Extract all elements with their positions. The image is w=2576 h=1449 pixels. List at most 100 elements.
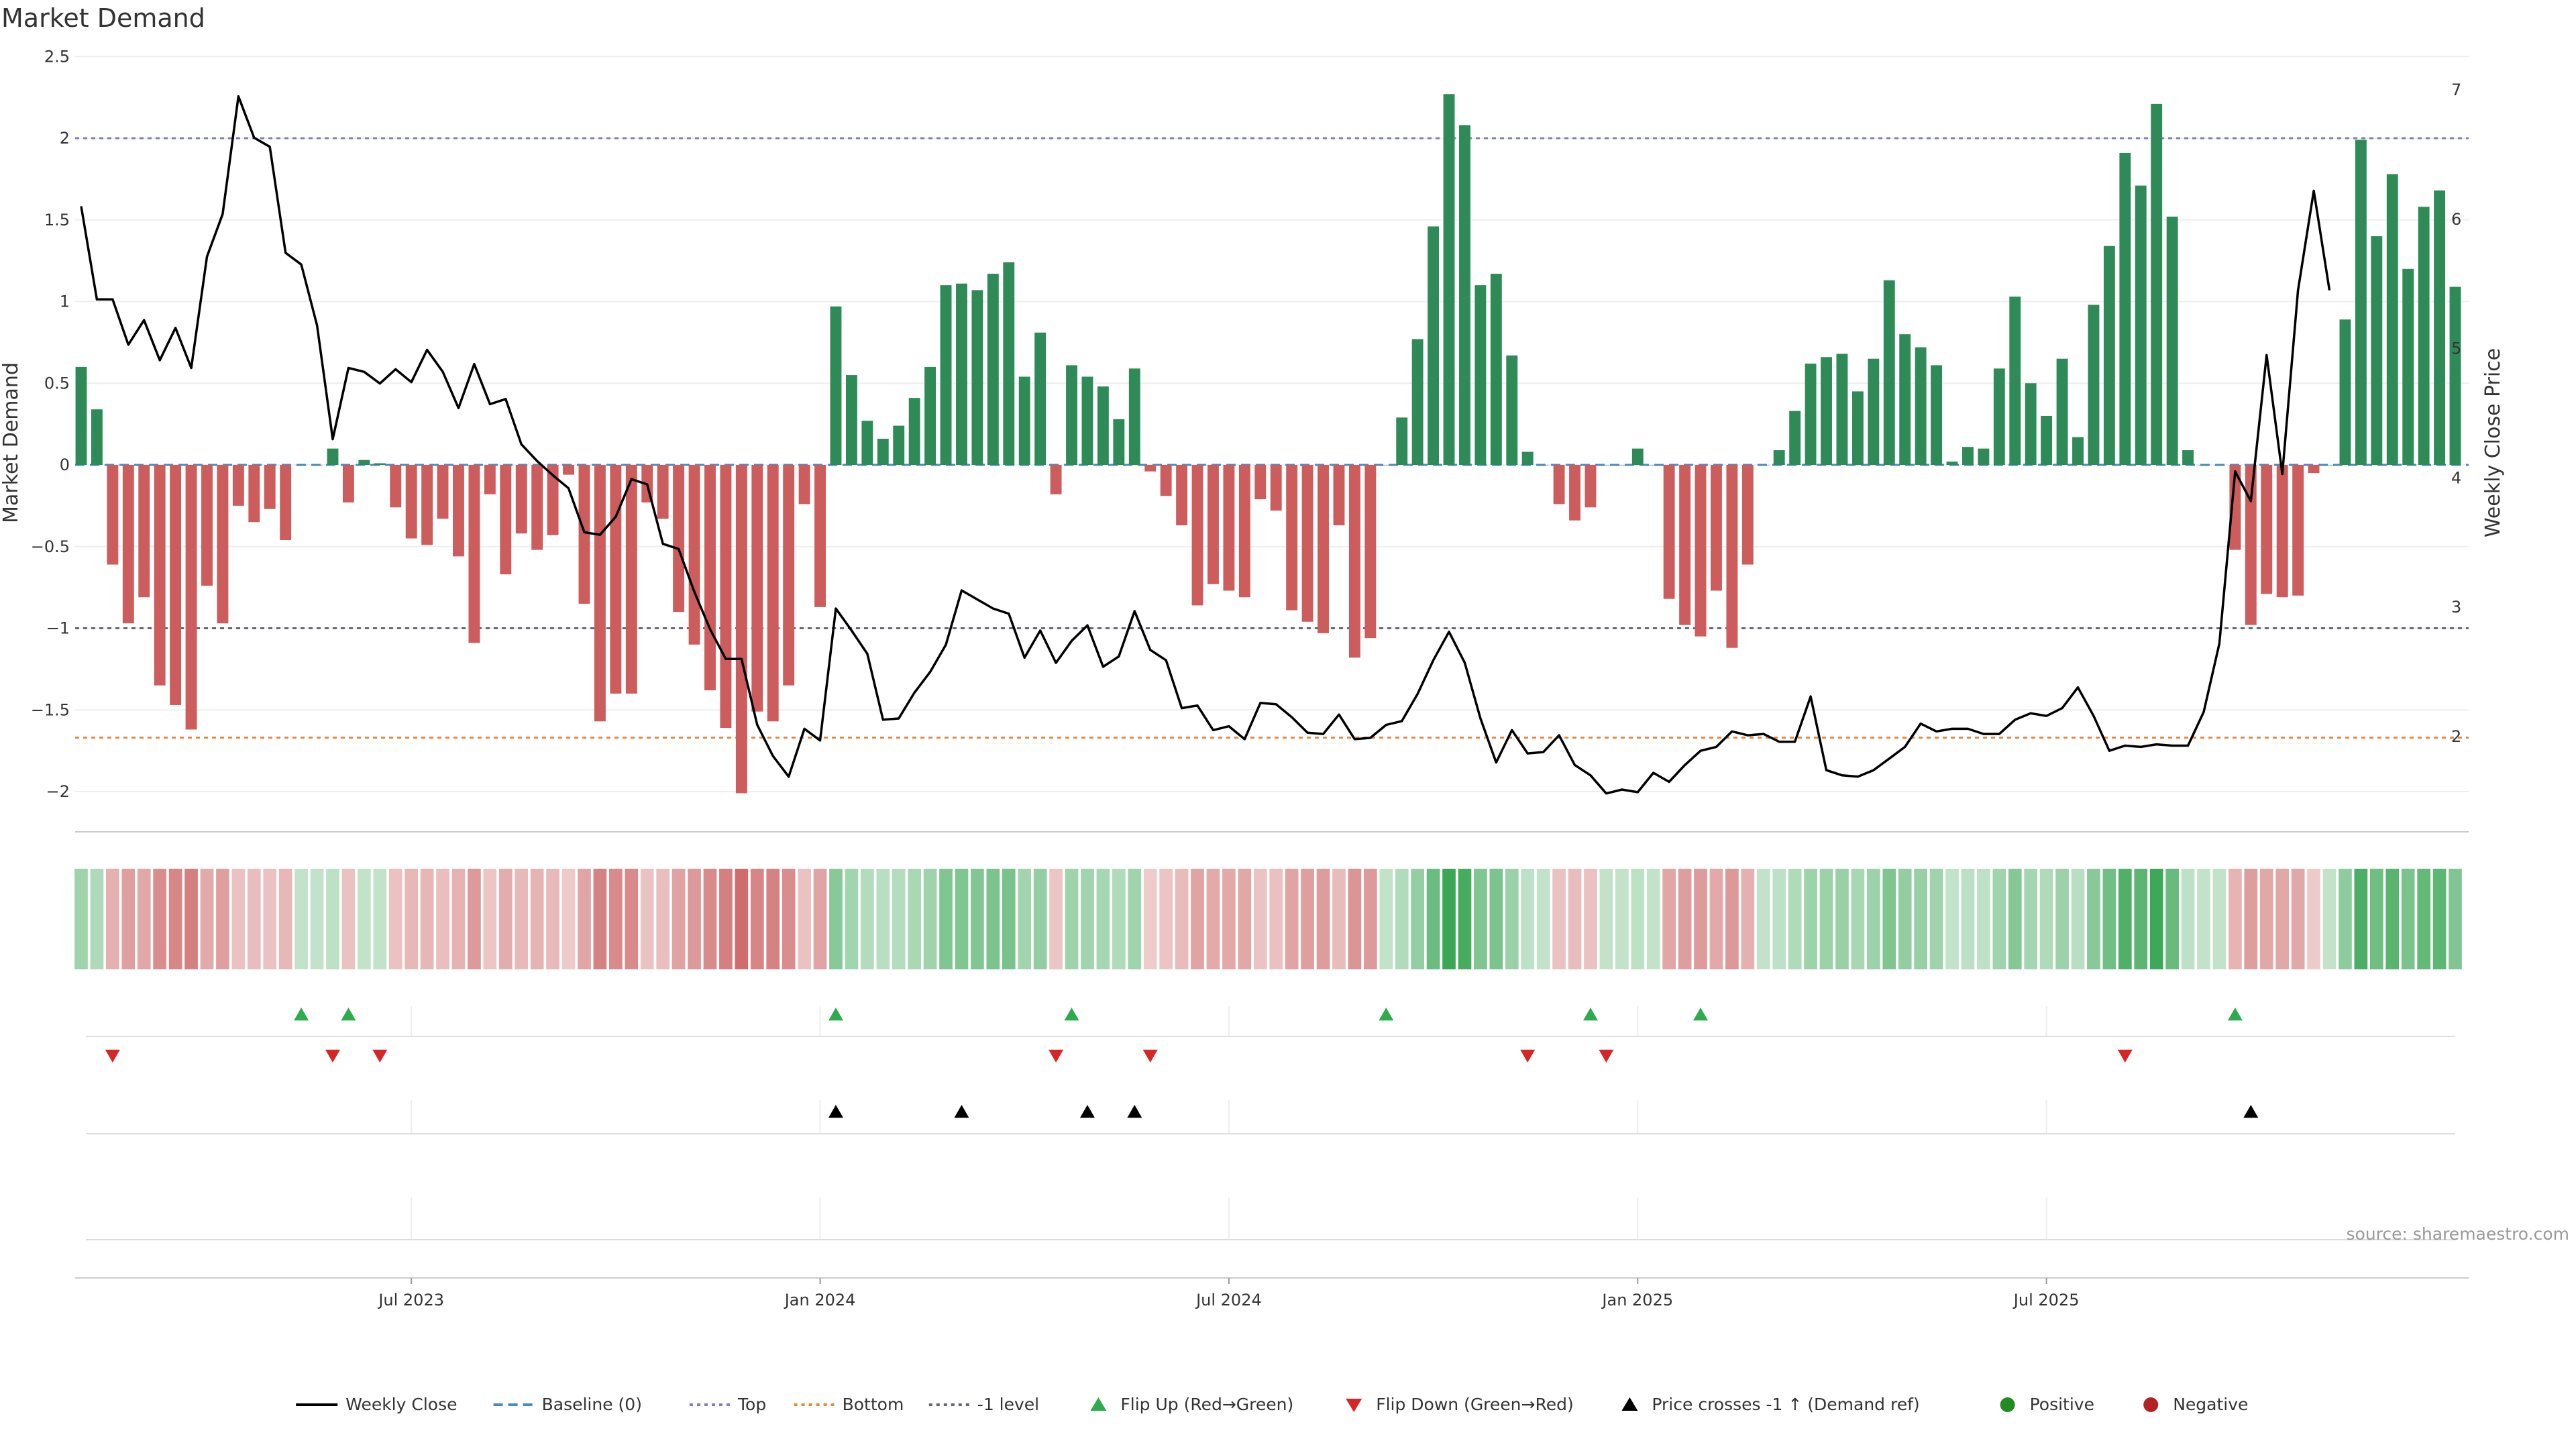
heat-cell bbox=[845, 869, 859, 969]
demand-bar bbox=[2119, 152, 2131, 466]
heat-cell bbox=[1489, 869, 1503, 969]
heat-cell bbox=[766, 869, 780, 969]
heat-cell bbox=[656, 869, 670, 969]
legend-label: Baseline (0) bbox=[542, 1395, 642, 1414]
heat-cell bbox=[1159, 869, 1173, 969]
heat-cell bbox=[2229, 869, 2242, 969]
heat-cell bbox=[1804, 869, 1817, 969]
demand-bar bbox=[2308, 465, 2320, 474]
demand-bar bbox=[1270, 465, 1282, 511]
heat-cell bbox=[1536, 869, 1550, 969]
heat-cell bbox=[405, 869, 419, 969]
legend-item: Negative bbox=[2143, 1395, 2248, 1414]
demand-bar bbox=[1333, 465, 1345, 526]
legend-swatch bbox=[2143, 1397, 2159, 1412]
flip-down-marker bbox=[1049, 1049, 1064, 1063]
heat-cell bbox=[1222, 869, 1236, 969]
demand-bar bbox=[1631, 448, 1644, 465]
heat-cell bbox=[1285, 869, 1299, 969]
demand-bar bbox=[1868, 358, 1880, 465]
heat-cell bbox=[1898, 869, 1912, 969]
heat-cell bbox=[2149, 869, 2163, 969]
y-tick-label: 2 bbox=[60, 129, 70, 148]
x-tick-label: Jan 2025 bbox=[1601, 1291, 1673, 1309]
weekly-close-line bbox=[80, 95, 2331, 795]
heat-cell bbox=[1741, 869, 1755, 969]
demand-bar bbox=[122, 465, 134, 624]
legend-item: Price crosses -1 ↑ (Demand ref) bbox=[1621, 1395, 1920, 1414]
heat-cell bbox=[1521, 869, 1535, 969]
heat-cell bbox=[2417, 869, 2430, 969]
legend-label: -1 level bbox=[977, 1395, 1039, 1414]
heat-cell bbox=[939, 869, 953, 969]
demand-bar bbox=[390, 465, 402, 508]
demand-bar bbox=[1569, 465, 1580, 521]
heat-cell bbox=[2244, 869, 2258, 969]
demand-bar bbox=[1521, 451, 1534, 465]
heat-cell bbox=[1474, 869, 1487, 969]
demand-bar bbox=[201, 465, 213, 586]
y2-tick-label: 5 bbox=[2451, 339, 2461, 358]
demand-bar bbox=[437, 465, 449, 519]
heat-cell bbox=[750, 869, 764, 969]
flip-up-marker bbox=[294, 1008, 309, 1021]
heat-cell bbox=[168, 869, 182, 969]
heat-cell bbox=[688, 869, 701, 969]
flip-up-marker bbox=[828, 1008, 843, 1021]
demand-bar bbox=[280, 465, 292, 541]
demand-bar bbox=[531, 465, 543, 550]
heat-cell bbox=[1128, 869, 1142, 969]
demand-bar bbox=[1238, 465, 1250, 598]
heat-cell bbox=[420, 869, 434, 969]
demand-bar bbox=[2056, 358, 2068, 465]
heat-cell bbox=[294, 869, 308, 969]
price-cross-marker bbox=[954, 1105, 969, 1118]
demand-bar bbox=[1805, 364, 1817, 465]
demand-bar bbox=[138, 465, 150, 598]
weekly-close-line bbox=[80, 95, 2331, 795]
demand-bar bbox=[893, 425, 905, 465]
demand-bar bbox=[594, 465, 606, 722]
demand-bar bbox=[563, 465, 574, 475]
demand-bar bbox=[91, 409, 103, 465]
heat-cell bbox=[1348, 869, 1362, 969]
y-tick-label: 1 bbox=[60, 292, 70, 311]
demand-bar bbox=[1380, 465, 1392, 466]
demand-bar bbox=[232, 465, 244, 506]
y-tick-label: −1.5 bbox=[31, 700, 70, 719]
legend-swatch bbox=[2000, 1397, 2015, 1412]
heat-cell bbox=[1411, 869, 1424, 969]
heat-cell bbox=[468, 869, 481, 969]
flip-down-marker bbox=[1142, 1049, 1158, 1063]
demand-bar bbox=[1585, 465, 1597, 508]
demand-bar bbox=[75, 366, 87, 465]
demand-bar bbox=[2386, 174, 2398, 465]
heat-cell bbox=[2354, 869, 2368, 969]
demand-bar bbox=[1050, 465, 1062, 494]
demand-bar bbox=[877, 439, 889, 465]
heat-cell bbox=[829, 869, 843, 969]
demand-bar bbox=[1348, 465, 1360, 658]
demand-bar bbox=[311, 465, 323, 466]
heat-cell bbox=[955, 869, 969, 969]
heat-cell bbox=[609, 869, 623, 969]
x-tick-label: Jul 2024 bbox=[1195, 1291, 1262, 1309]
signal-panels bbox=[86, 1006, 2455, 1240]
demand-bar bbox=[1836, 354, 1848, 465]
time-axis: Jul 2023 Jan 2024 Jul 2024 Jan 2025 Jul 2025 bbox=[75, 1277, 2469, 1309]
demand-bar bbox=[2088, 305, 2100, 465]
demand-bar bbox=[217, 465, 229, 624]
demand-bar bbox=[1254, 465, 1267, 500]
demand-bar bbox=[1018, 376, 1030, 465]
legend-label: Negative bbox=[2173, 1395, 2248, 1414]
flip-up-marker bbox=[2227, 1008, 2243, 1021]
heat-cell bbox=[1332, 869, 1346, 969]
demand-bar bbox=[956, 283, 967, 465]
demand-bar bbox=[1411, 339, 1424, 465]
heat-cell bbox=[1945, 869, 1959, 969]
heat-cell bbox=[278, 869, 292, 969]
heat-cell bbox=[986, 869, 1000, 969]
demand-bar bbox=[1821, 357, 1832, 465]
heat-cell bbox=[2197, 869, 2210, 969]
heat-cell bbox=[1301, 869, 1314, 969]
